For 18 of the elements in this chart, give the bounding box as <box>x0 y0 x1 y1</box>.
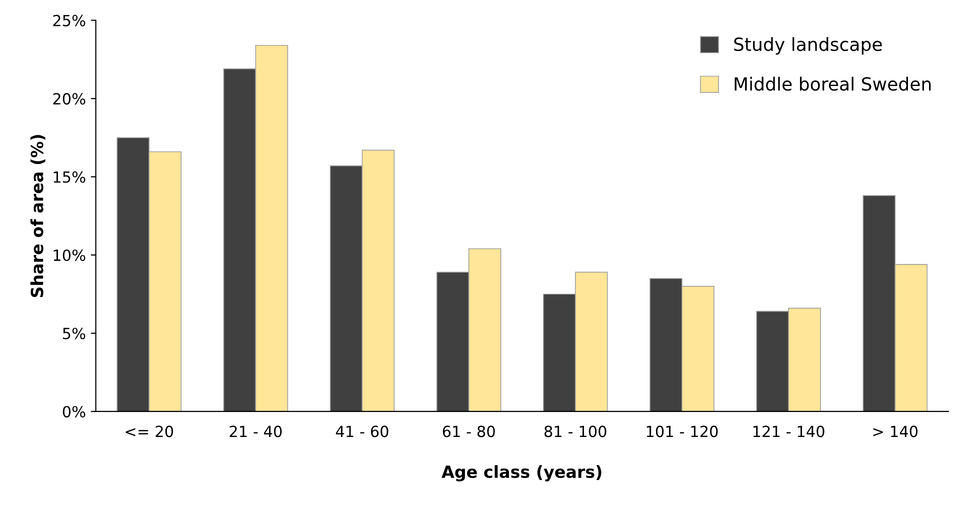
legend-label: Middle boreal Sweden <box>734 76 931 91</box>
y-tick-label: 5% <box>63 328 86 340</box>
legend-label: Study landscape <box>734 37 882 55</box>
x-tick-label: 81 - 100 <box>544 426 606 438</box>
x-axis-title: Age class (years) <box>442 465 602 482</box>
y-tick-label: 25% <box>53 14 86 26</box>
x-tick-label: 101 - 120 <box>646 426 718 438</box>
y-tick-label: 15% <box>54 171 86 183</box>
x-tick-label: 61 - 80 <box>442 426 495 438</box>
y-tick-label: 0% <box>62 406 86 418</box>
x-tick-label: > 140 <box>873 426 918 438</box>
x-tick-label: 21 - 40 <box>230 426 282 438</box>
y-axis-title: Share of area (%) <box>30 134 46 298</box>
x-tick-label: <= 20 <box>126 426 174 438</box>
x-tick-label: 41 - 60 <box>336 426 388 438</box>
y-tick-label: 20% <box>53 93 86 105</box>
x-tick-label: 121 - 140 <box>753 426 824 438</box>
y-tick-label: 10% <box>54 249 86 262</box>
